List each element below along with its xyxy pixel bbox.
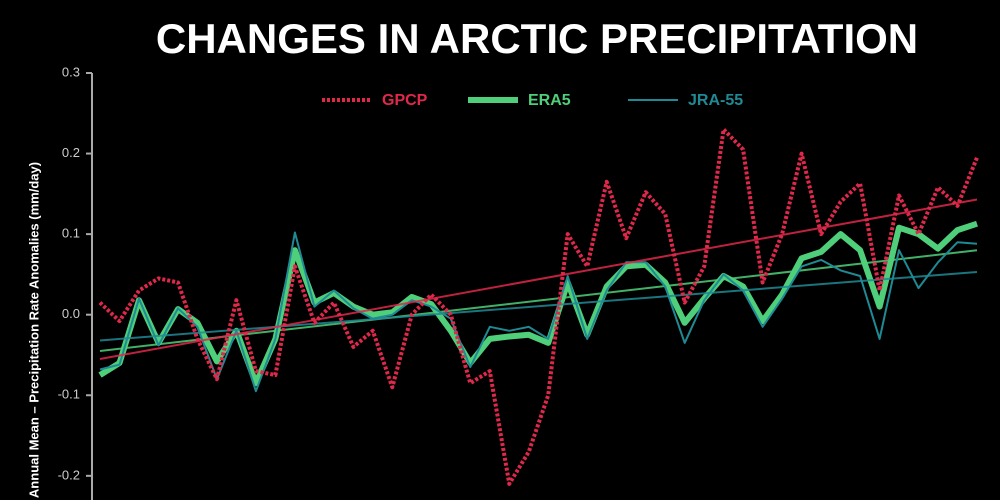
y-axis-label: Annual Mean – Precipitation Rate Anomali… (26, 162, 41, 498)
data-line (99, 231, 978, 393)
y-tick-label: 0.1 (62, 226, 80, 241)
data-line (98, 220, 978, 387)
y-tick-label: 0.2 (62, 145, 80, 160)
y-tick-label: 0.0 (62, 306, 80, 321)
y-tick-label: -0.1 (58, 387, 80, 402)
legend-label: ERA5 (528, 92, 571, 109)
chart-title: CHANGES IN ARCTIC PRECIPITATION (156, 15, 918, 62)
legend-label: GPCP (382, 92, 428, 109)
y-tick-label: 0.3 (62, 64, 80, 79)
y-tick-label: -0.2 (58, 467, 80, 482)
legend-label: JRA-55 (688, 92, 743, 109)
